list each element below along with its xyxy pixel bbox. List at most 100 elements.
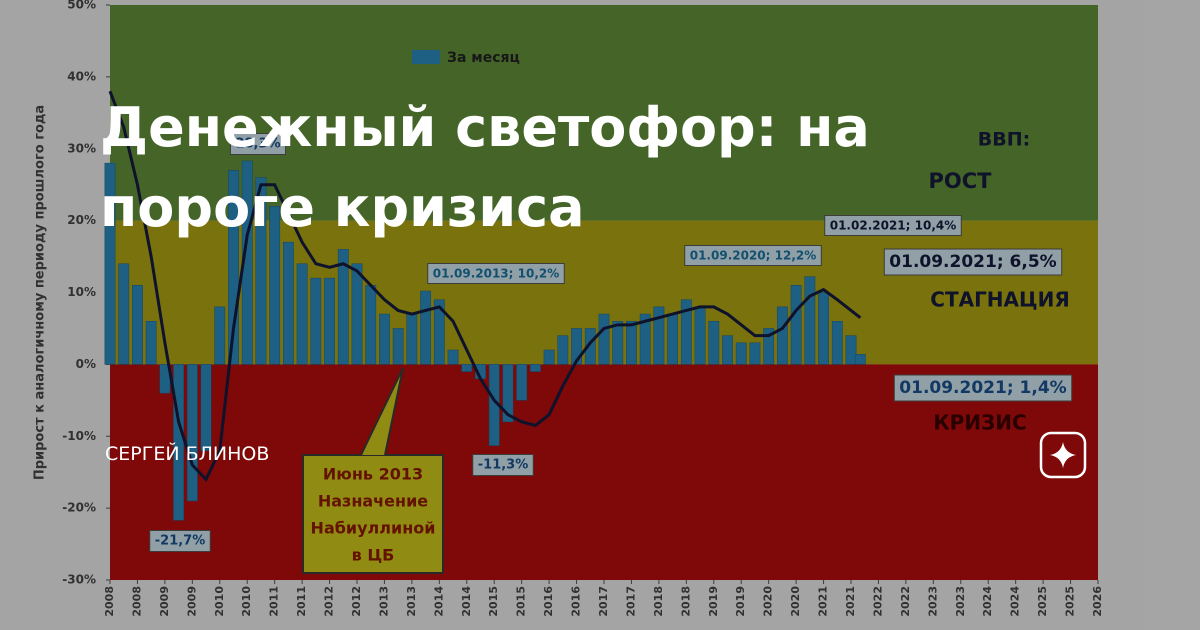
annotation-box xyxy=(427,263,565,284)
bar xyxy=(392,328,404,365)
bar xyxy=(282,241,294,365)
bar xyxy=(529,364,541,372)
annotation: СТАГНАЦИЯ xyxy=(930,288,1069,312)
bar xyxy=(571,328,582,365)
annotation: ВВП: xyxy=(978,129,1030,151)
y-tick-label: 50% xyxy=(67,0,96,12)
x-tick-label: 2011 xyxy=(295,586,308,617)
bar xyxy=(776,306,788,365)
annotation: 01.09.2021; 6,5% xyxy=(889,252,1056,272)
x-tick-label: 2011 xyxy=(268,586,281,617)
x-tick-label: 2008 xyxy=(103,586,116,617)
x-tick-label: 2015 xyxy=(487,586,500,617)
x-tick-label: 2012 xyxy=(350,586,363,617)
x-tick-label: 2016 xyxy=(570,586,583,617)
bar xyxy=(516,364,528,401)
bar xyxy=(461,364,473,372)
bar xyxy=(639,313,651,365)
bar xyxy=(763,328,775,365)
x-tick-label: 2024 xyxy=(1009,586,1022,617)
y-tick-label: 30% xyxy=(67,141,96,155)
bar xyxy=(749,342,761,365)
y-tick-label: 20% xyxy=(67,213,96,227)
legend-swatch xyxy=(412,50,440,64)
y-axis-label: Прирост к аналогичному периоду прошлого … xyxy=(33,105,48,480)
legend-label: За месяц xyxy=(447,50,520,66)
bar xyxy=(255,177,267,365)
x-tick-label: 2016 xyxy=(542,586,555,617)
annotation-box xyxy=(229,133,287,155)
bar xyxy=(433,299,445,365)
annotation-box xyxy=(302,454,444,574)
annotation-box xyxy=(824,215,962,236)
annotation: Июнь 2013 xyxy=(323,465,423,484)
bar xyxy=(845,335,857,365)
x-tick-label: 2020 xyxy=(762,586,775,617)
annotation: 01.09.2020; 12,2% xyxy=(690,249,817,263)
annotation: в ЦБ xyxy=(352,546,395,565)
x-tick-label: 2014 xyxy=(432,586,445,617)
author[interactable]: СЕРГЕЙ БЛИНОВ xyxy=(105,443,270,465)
bar xyxy=(831,321,843,365)
card-title: Денежный светофор: на пороге кризиса xyxy=(100,96,870,239)
annotation: КРИЗИС xyxy=(933,411,1026,435)
bar xyxy=(379,313,390,365)
bar xyxy=(269,206,281,365)
x-tick-label: 2025 xyxy=(1036,586,1049,617)
annotation: РОСТ xyxy=(929,169,993,193)
bar xyxy=(132,285,143,365)
bar xyxy=(612,321,624,365)
y-tick-label: -20% xyxy=(62,501,96,515)
logo-frame xyxy=(1039,431,1087,479)
x-tick-label: 2024 xyxy=(981,586,994,617)
bar xyxy=(584,328,596,365)
annotation: -21,7% xyxy=(155,534,206,549)
bar xyxy=(228,170,239,365)
annotation: 28,3% xyxy=(235,137,280,152)
bar xyxy=(296,263,308,365)
bar xyxy=(626,321,637,365)
bar xyxy=(351,263,363,365)
x-tick-label: 2009 xyxy=(185,586,198,617)
y-tick-label: 10% xyxy=(67,285,96,299)
bar xyxy=(735,342,747,365)
x-tick-label: 2009 xyxy=(158,586,171,617)
bar xyxy=(790,285,802,365)
bar xyxy=(502,364,514,423)
y-tick-label: 40% xyxy=(67,69,96,83)
bar xyxy=(310,277,322,365)
x-tick-label: 2013 xyxy=(377,586,390,617)
x-tick-label: 2014 xyxy=(460,586,473,617)
annotation-box xyxy=(883,248,1063,276)
y-tick-label: 0% xyxy=(76,357,96,371)
bar xyxy=(337,249,349,365)
x-tick-label: 2023 xyxy=(954,586,967,617)
x-tick-label: 2013 xyxy=(405,586,418,617)
x-tick-label: 2022 xyxy=(871,586,884,617)
bar xyxy=(447,349,459,365)
annotation: Набиуллиной xyxy=(311,519,436,538)
line xyxy=(108,90,862,482)
logo-star xyxy=(1050,442,1076,468)
x-tick-label: 2025 xyxy=(1064,586,1077,617)
bar xyxy=(722,335,733,365)
annotation: 01.02.2021; 10,4% xyxy=(830,219,957,233)
bar xyxy=(104,162,116,365)
bar xyxy=(200,364,212,451)
x-tick-label: 2010 xyxy=(240,586,253,617)
x-tick-label: 2020 xyxy=(789,586,802,617)
annotation: 01.09.2013; 10,2% xyxy=(433,267,560,281)
logo[interactable] xyxy=(1039,431,1087,479)
bar xyxy=(420,290,432,365)
bar xyxy=(804,276,816,365)
bar xyxy=(680,299,692,365)
annotation-box xyxy=(472,454,534,476)
annotation: -11,3% xyxy=(478,458,529,473)
bar xyxy=(324,277,335,365)
x-tick-label: 2021 xyxy=(817,586,830,617)
annotation: Назначение xyxy=(318,492,428,511)
bar xyxy=(214,306,226,365)
x-tick-label: 2026 xyxy=(1091,586,1104,617)
annotation-box xyxy=(149,530,211,552)
